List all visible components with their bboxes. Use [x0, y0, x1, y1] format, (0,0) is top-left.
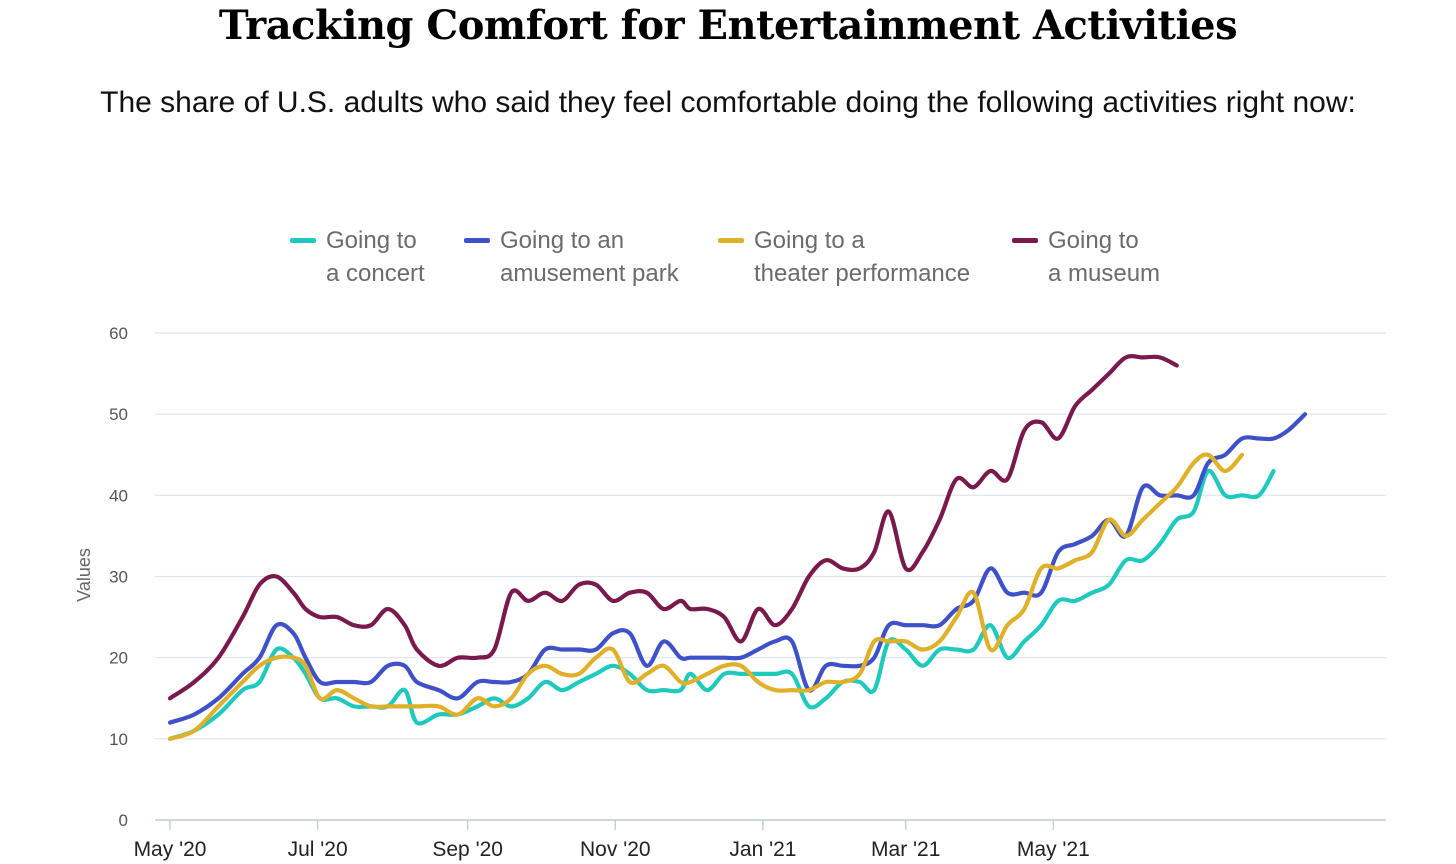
x-tick-label: Mar '21	[871, 838, 940, 861]
y-tick-label: 60	[109, 324, 128, 343]
series-line-3[interactable]	[167, 354, 1179, 701]
grid-lines	[155, 332, 1386, 821]
series-line-2[interactable]	[167, 452, 1245, 741]
legend-label-museum: Going to a museum	[1048, 227, 1161, 287]
legend-swatch-museum	[1012, 238, 1038, 243]
chart-subtitle: The share of U.S. adults who said they f…	[100, 86, 1356, 119]
legend-swatch-concert	[290, 238, 316, 243]
legend-label-concert: Going to a concert	[326, 227, 425, 287]
x-tick-label: Jan '21	[729, 838, 796, 861]
y-tick-label: 50	[109, 405, 128, 424]
x-axis: May '20 Jul '20 Sep '20 Nov '20 Jan '21 Mar '…	[134, 819, 1386, 861]
series-line-0[interactable]	[167, 468, 1276, 741]
chart-title: Tracking Comfort for Entertainment Activ…	[218, 2, 1238, 49]
x-tick-label: Nov '20	[580, 838, 651, 861]
legend-label-theater: Going to a theater performance	[754, 227, 971, 287]
y-tick-label: 20	[109, 649, 128, 668]
legend-item-amusement-park[interactable]: Going to an amusement park	[464, 224, 679, 290]
series-line-1[interactable]	[167, 412, 1308, 725]
legend-swatch-amusement-park	[464, 238, 490, 243]
legend-item-museum[interactable]: Going to a museum	[1012, 224, 1160, 290]
x-tick-label: May '20	[134, 838, 207, 861]
y-tick-label: 0	[119, 811, 128, 830]
legend-label-amusement-park: Going to an amusement park	[500, 227, 679, 287]
y-tick-label: 40	[109, 486, 128, 505]
y-tick-label: 10	[109, 730, 128, 749]
series-lines	[167, 354, 1308, 741]
legend-swatch-theater	[718, 238, 744, 243]
x-tick-label: Sep '20	[432, 838, 503, 861]
legend-item-concert[interactable]: Going to a concert	[290, 224, 425, 290]
x-tick-label: Jul '20	[288, 838, 348, 861]
y-axis-ticks: 0 10 20 30 40 50 60	[109, 324, 128, 830]
y-axis-title: Values	[74, 548, 94, 602]
y-tick-label: 30	[109, 568, 128, 587]
legend-item-theater[interactable]: Going to a theater performance	[718, 224, 970, 290]
x-tick-label: May '21	[1017, 838, 1090, 861]
